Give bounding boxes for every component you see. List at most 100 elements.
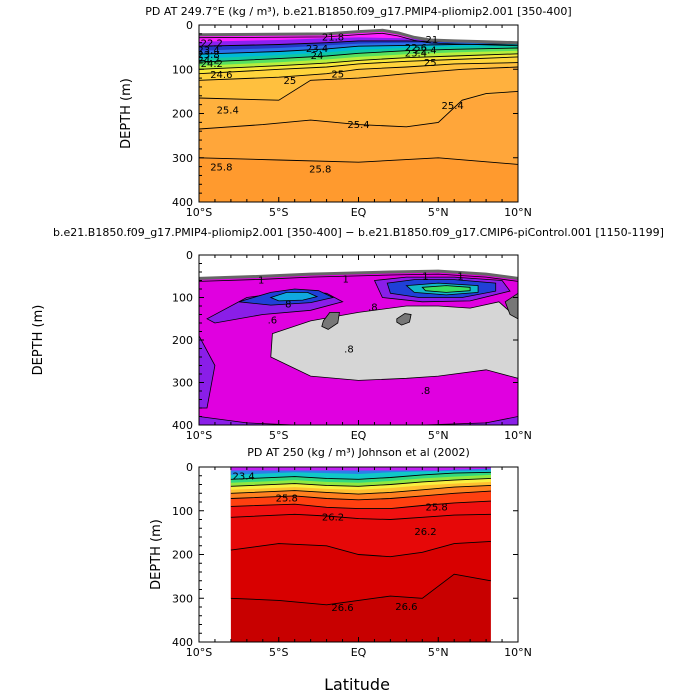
contour-label-1: 1 [343,275,349,286]
x-tick-label: 5°S [269,429,288,442]
contour-label-9: 25.4 [217,105,239,116]
x-tick-label: 10°S [186,646,212,659]
contour-line-1 [230,540,491,558]
region-grey-blob-b [396,313,412,326]
contour-line-4 [199,56,518,75]
panel-title: PD AT 250 (kg / m³) Johnson et al (2002) [247,446,470,459]
panels: 22.223.423.824.224.224.625252525.425.425… [31,5,664,659]
y-tick-label: 100 [172,292,193,305]
x-tick-label: 10°S [186,206,212,219]
x-tick-label: 10°N [504,206,532,219]
surface-outline [199,269,518,280]
contour-label-4: 25.8 [426,502,448,513]
contour-label-0: 23.4 [233,472,255,483]
region-green-north [421,285,471,293]
y-axis-label: DEPTH (m) [149,519,164,590]
contour-line-6 [199,47,518,63]
contour-label-8: 25 [424,58,437,69]
y-tick-label: 100 [172,505,193,518]
contour-label-4: 8 [285,299,291,310]
panel-title: b.e21.B1850.f09_g17.PMIP4-pliomip2.001 [… [53,226,664,239]
x-axis-label: Latitude [324,675,390,694]
surface-line [199,273,518,282]
contour-label-3: 26.2 [414,527,436,538]
contour-label-13: 25.8 [309,164,331,175]
contour-line-2 [199,66,518,101]
contour-label-18: 23.4 [405,48,427,59]
contour-line-0 [230,573,491,606]
contour-label-2: 23.8 [197,50,219,61]
x-tick-label: 5°N [428,429,449,442]
y-tick-label: 300 [172,152,193,165]
contour-label-2: 26.2 [322,512,344,523]
contour-label-5: .8 [368,303,378,314]
contour-line-4 [230,490,491,501]
contour-line-5 [199,53,518,70]
contour-label-15: 23.4 [306,44,328,55]
y-tick-label: 200 [172,334,193,347]
contour-label-4: 24.2 [201,59,223,70]
x-tick-label: 10°N [504,429,532,442]
contour-label-7: .8 [344,344,354,355]
x-tick-label: 10°S [186,429,212,442]
contour-line-0 [199,90,518,130]
contour-label-20: 21 [426,35,439,46]
y-tick-label: 0 [186,249,193,262]
contour-label-10: 25.4 [347,120,369,131]
land-mask [199,255,518,279]
contour-line-7 [230,471,491,480]
x-tick-label: 5°N [428,646,449,659]
y-tick-label: 200 [172,108,193,121]
contour-label-16: 24 [311,51,324,62]
y-tick-label: 300 [172,592,193,605]
contour-label-6: 25 [284,76,297,87]
y-tick-label: 0 [186,19,193,32]
contour-label-3: 1 [457,271,463,282]
contour-label-1: 25.8 [276,494,298,505]
plot-area: 1 1 1 1 8 .8 .6 .8 .8 [199,255,518,425]
y-tick-label: 400 [172,419,193,432]
contour-label-14: 21.8 [322,32,344,43]
contour-label-19: 22.4 [414,46,436,57]
x-tick-label: 10°N [504,646,532,659]
x-tick-label: 5°S [269,206,288,219]
x-tick-label: EQ [351,646,367,659]
contour-line-7 [199,43,518,55]
color-band-12 [230,467,491,471]
panel-1: 22.223.423.824.224.224.625252525.425.425… [119,5,572,219]
plot-area: 22.223.423.824.224.224.625252525.425.425… [197,25,518,202]
region-purple-left [199,335,216,409]
contour-label-6: .6 [268,315,278,326]
contour-label-8: .8 [421,386,431,397]
contour-line-6 [230,477,491,487]
y-axis-label: DEPTH (m) [31,305,46,376]
region-grey-blob-a [321,312,340,330]
contour-label-7: 25 [331,70,344,81]
y-tick-label: 400 [172,636,193,649]
contour-label-0: 1 [258,276,264,287]
contour-label-6: 26.6 [395,602,417,613]
y-tick-label: 100 [172,63,193,76]
contour-line-3 [199,62,518,81]
contour-label-11: 25.4 [441,101,463,112]
y-tick-label: 200 [172,549,193,562]
y-tick-label: 300 [172,377,193,390]
contour-label-0: 22.2 [201,39,223,50]
contour-label-3: 24.2 [197,55,219,66]
region-grey-blob-c [504,292,518,320]
contour-label-2: 1 [422,271,428,282]
contour-line-3 [230,500,491,510]
x-tick-label: EQ [351,206,367,219]
contour-line-1 [199,157,518,165]
panel-2: 1 1 1 1 8 .8 .6 .8 .8 10°S 5°S EQ 5°N 10°N 0 100 200 300 4… [31,226,664,442]
y-tick-label: 0 [186,461,193,474]
plot-area: 23.4 25.8 26.2 26.2 25.8 26.6 26.6 [230,467,491,642]
x-tick-label: EQ [351,429,367,442]
contour-line-5 [230,484,491,495]
contour-label-17: 22.6 [405,43,427,54]
contour-label-5: 26.6 [331,603,353,614]
x-tick-label: 5°N [428,206,449,219]
contour-label-5: 24.6 [210,70,232,81]
